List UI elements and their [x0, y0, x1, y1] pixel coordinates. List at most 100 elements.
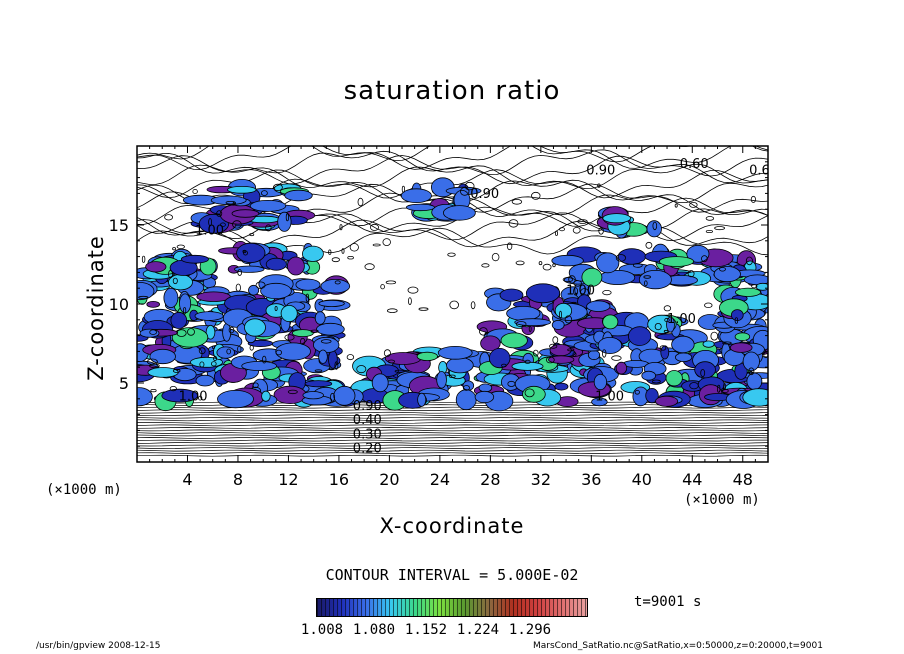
contour-loop — [386, 308, 398, 314]
colorbar-tick-label: 1.008 — [300, 622, 344, 638]
cloud-cell — [686, 244, 710, 263]
cloud-cell — [189, 356, 223, 368]
contour-loop — [225, 200, 236, 205]
contour-line — [137, 434, 768, 437]
contour-loop — [226, 348, 232, 355]
contour-loop — [356, 365, 367, 374]
cloud-cell — [145, 261, 167, 273]
contour-loop — [654, 322, 662, 331]
cloud-cell — [551, 254, 584, 267]
contour-label: 1.00 — [195, 224, 224, 239]
contour-loop — [532, 349, 539, 357]
contour-loop — [501, 363, 507, 368]
contour-loop — [300, 337, 306, 345]
cloud-cell — [314, 311, 326, 325]
contour-loop — [382, 238, 391, 247]
contour-label: 0.30 — [353, 427, 382, 442]
contour-line — [137, 419, 768, 422]
cloud-cell — [489, 347, 511, 369]
contour-label: 0.90 — [353, 399, 382, 414]
contour-loop — [515, 260, 525, 266]
contour-loop — [478, 327, 488, 336]
contour-loop — [511, 199, 523, 205]
contour-label: 1.00 — [566, 284, 595, 299]
contour-loop — [572, 352, 577, 357]
colorbar-tick-label: 1.152 — [404, 622, 448, 638]
contour-loop — [183, 307, 187, 315]
cloud-cell — [734, 332, 751, 342]
contour-loop — [552, 336, 559, 344]
contour-loop — [470, 301, 476, 310]
contour-line — [137, 212, 768, 242]
contour-label: 0.90 — [470, 187, 499, 202]
contour-loop — [284, 334, 295, 341]
contour-loop — [141, 255, 146, 263]
cloud-cell — [554, 382, 569, 391]
cloud-cell — [702, 340, 715, 348]
x-tick-label: 48 — [733, 470, 753, 489]
contour-loop — [704, 302, 713, 308]
contour-line — [137, 442, 768, 444]
contour-loop — [168, 269, 173, 279]
cloud-cell — [743, 274, 768, 286]
cloud-cell — [417, 392, 427, 407]
x-unit-label-right: (×1000 m) — [684, 492, 760, 508]
cloud-cell — [195, 374, 215, 387]
cloud-cell — [260, 282, 292, 300]
y-tick-label: 15 — [109, 216, 129, 235]
contour-label: 0.20 — [353, 442, 382, 457]
x-tick-label: 20 — [379, 470, 399, 489]
y-axis-label: Z-coordinate — [84, 235, 108, 381]
contour-loop — [507, 380, 516, 387]
chart-title: saturation ratio — [343, 76, 561, 106]
contour-line — [137, 427, 768, 429]
cloud-cell — [227, 186, 257, 194]
cloud-cell — [446, 357, 474, 374]
cloud-cell — [581, 267, 603, 287]
colorbar-tick-label: 1.080 — [352, 622, 396, 638]
x-tick-label: 4 — [182, 470, 192, 489]
cloud-cell — [171, 327, 209, 348]
contour-loop — [349, 243, 359, 252]
cloud-cell — [405, 203, 435, 212]
contour-loop — [334, 280, 341, 285]
contour-loop — [531, 191, 541, 200]
cloud-cell — [304, 380, 333, 388]
contour-loop — [700, 368, 706, 377]
contour-loop — [545, 356, 555, 364]
cloud-cell — [180, 254, 209, 264]
contour-label: 1.00 — [667, 312, 696, 327]
contour-loop — [192, 188, 198, 194]
cloud-cell — [147, 367, 179, 378]
footer-source: MarsCond_SatRatio.nc@SatRatio,x=0:50000,… — [533, 641, 823, 651]
contour-line — [137, 447, 768, 449]
contour-loop — [506, 242, 513, 251]
colorbar-labels: 1.008 1.080 1.152 1.224 1.296 — [298, 622, 578, 640]
contour-loop — [310, 329, 319, 333]
cloud-cell — [302, 391, 324, 400]
contour-loop — [572, 227, 581, 234]
contour-line — [137, 444, 768, 447]
contour-label: 0.90 — [586, 163, 615, 178]
contour-label: 0.40 — [353, 413, 382, 428]
contour-loop — [564, 315, 573, 324]
cloud-cell — [646, 220, 662, 238]
contour-loop — [213, 355, 218, 362]
cloud-cell — [241, 360, 278, 371]
x-tick-label: 12 — [278, 470, 298, 489]
contour-loop — [552, 263, 556, 268]
cloud-cell — [474, 390, 495, 404]
contour-label: 0.60 — [680, 157, 709, 172]
contour-loop — [208, 218, 213, 227]
cloud-cell — [548, 355, 575, 364]
contour-loop — [663, 329, 669, 333]
contour-line — [137, 429, 768, 432]
contour-field: 0.60 0.60 0.60 0.90 0.90 1.00 1.00 1.00 1.00 1.00… — [137, 146, 768, 457]
contour-loop — [722, 341, 732, 345]
x-unit-label-left: (×1000 m) — [46, 482, 122, 498]
contour-loop — [615, 254, 627, 262]
cloud-cell — [500, 332, 528, 349]
contour-line — [137, 452, 768, 454]
contour-line — [137, 416, 768, 419]
contour-loop — [176, 244, 185, 249]
